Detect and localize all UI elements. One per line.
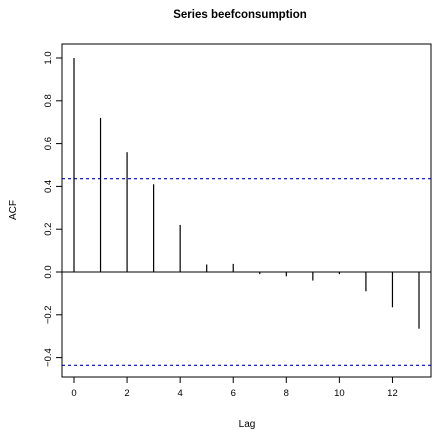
plot-frame <box>61 43 432 378</box>
x-tick-label: 12 <box>387 388 398 399</box>
x-tick-label: 8 <box>284 388 289 399</box>
y-tick-label: 0.6 <box>43 137 54 150</box>
y-tick-label: 0.0 <box>43 265 54 278</box>
y-tick-label: −0.2 <box>43 305 54 324</box>
y-tick-label: 0.8 <box>43 94 54 107</box>
chart-title: Series beefconsumption <box>173 9 307 21</box>
y-tick-label: −0.4 <box>43 348 54 367</box>
y-axis-title: ACF <box>8 200 19 220</box>
y-tick-label: 0.2 <box>43 223 54 236</box>
x-tick-label: 6 <box>231 388 236 399</box>
x-axis: 0 2 4 6 8 10 12 <box>71 376 398 399</box>
x-tick-label: 2 <box>124 388 129 399</box>
x-tick-label: 0 <box>71 388 76 399</box>
x-tick-label: 10 <box>334 388 345 399</box>
x-axis-title: Lag <box>239 419 256 430</box>
y-axis: −0.4 −0.2 0.0 0.2 0.4 0.6 0.8 1.0 <box>43 51 63 367</box>
y-tick-label: 1.0 <box>43 51 54 64</box>
acf-bars <box>73 58 420 329</box>
y-tick-label: 0.4 <box>43 180 54 193</box>
x-tick-label: 4 <box>178 388 183 399</box>
reference-lines <box>62 178 431 366</box>
